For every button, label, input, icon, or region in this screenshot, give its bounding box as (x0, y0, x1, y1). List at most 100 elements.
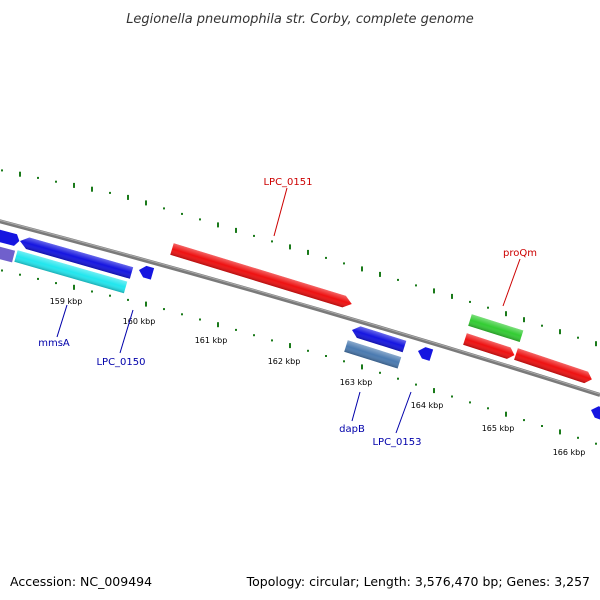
inner-tick-ring (1, 269, 597, 445)
minor-tick-mark (235, 328, 237, 331)
feature-red-gene-proQm-b[interactable] (514, 348, 594, 385)
minor-tick-mark (469, 401, 471, 404)
gene-shade (468, 314, 524, 342)
map-title: Legionella pneumophila str. Corby, compl… (126, 12, 474, 27)
feature-cyan-gene-mmsA[interactable] (14, 250, 128, 294)
minor-tick-mark (523, 419, 525, 422)
gene-shape (0, 227, 20, 246)
minor-tick-mark (595, 442, 597, 445)
minor-tick-mark (541, 425, 543, 427)
gene-shade (352, 326, 407, 353)
minor-tick-mark (415, 383, 417, 386)
major-tick-mark (559, 429, 561, 435)
tick-label-166-kbp: 166 kbp (553, 448, 586, 457)
gene-label-LPC_0150[interactable]: LPC_0150 (96, 357, 145, 368)
gene-shape (0, 244, 16, 263)
minor-tick-mark (1, 169, 3, 172)
major-tick-mark (559, 329, 561, 335)
leader-proQm (502, 258, 521, 307)
minor-tick-mark (325, 256, 327, 259)
gene-label-LPC_0151[interactable]: LPC_0151 (263, 177, 312, 188)
major-tick-mark (145, 301, 147, 307)
gene-shade (463, 333, 515, 359)
major-tick-mark (523, 317, 525, 323)
feature-blue-gene-mmsA[interactable] (18, 235, 134, 279)
gene-shade (514, 348, 592, 384)
minor-tick-mark (577, 436, 579, 439)
gene-label-proQm[interactable]: proQm (503, 248, 537, 259)
gene-label-dapB[interactable]: dapB (339, 424, 365, 435)
tick-label-group: 159 kbp 160 kbp 161 kbp 162 kbp 163 kbp 164 k… (50, 297, 586, 457)
tick-label-163-kbp: 163 kbp (340, 378, 373, 387)
tick-label-165-kbp: 165 kbp (482, 424, 515, 433)
major-tick-mark (505, 411, 507, 417)
gene-shade (14, 250, 128, 294)
feature-steelblue-gene-dapB[interactable] (344, 340, 402, 369)
minor-tick-mark (181, 313, 183, 316)
minor-tick-mark (379, 371, 381, 374)
feature-red-gene-proQm-a[interactable] (463, 333, 516, 360)
major-tick-mark (505, 311, 507, 317)
minor-tick-mark (397, 377, 399, 380)
minor-tick-mark (163, 308, 165, 311)
minor-tick-mark (109, 294, 111, 297)
gene-shape (139, 265, 155, 280)
tick-label-161-kbp: 161 kbp (195, 336, 228, 345)
major-tick-mark (433, 388, 435, 394)
outer-tick-ring (1, 169, 597, 347)
gene-shade (344, 340, 402, 369)
major-tick-mark (19, 171, 21, 177)
leader-LPC_0153 (395, 391, 412, 434)
minor-tick-mark (55, 180, 57, 183)
major-tick-mark (361, 266, 363, 272)
feature-green-gene-proQm[interactable] (468, 314, 524, 342)
minor-tick-mark (37, 277, 39, 280)
topology-summary-text: Topology: circular; Length: 3,576,470 bp… (246, 574, 590, 589)
minor-tick-mark (487, 306, 489, 309)
gene-shade (20, 237, 134, 279)
minor-tick-mark (307, 349, 309, 352)
leader-dapB (351, 391, 361, 422)
feature-blue-gene-LPC_0153[interactable] (416, 345, 434, 361)
major-tick-mark (145, 200, 147, 206)
minor-tick-mark (487, 407, 489, 410)
minor-tick-mark (91, 290, 93, 293)
minor-tick-mark (397, 278, 399, 281)
major-tick-mark (361, 364, 363, 370)
tick-label-159-kbp: 159 kbp (50, 297, 83, 306)
minor-tick-mark (1, 269, 3, 272)
major-tick-mark (289, 244, 291, 250)
minor-tick-mark (325, 355, 327, 357)
leader-LPC_0150 (119, 309, 134, 354)
minor-tick-mark (451, 395, 453, 398)
feature-blue-gene-LPC_0150[interactable] (137, 264, 155, 280)
feature-red-gene-LPC_0151[interactable] (170, 243, 353, 309)
major-tick-mark (217, 322, 219, 328)
minor-tick-mark (415, 284, 417, 287)
minor-tick-mark (163, 207, 165, 210)
minor-tick-mark (271, 339, 273, 342)
minor-tick-mark (19, 273, 21, 276)
minor-tick-mark (199, 218, 201, 221)
feature-blue-gene-dapB[interactable] (350, 324, 407, 353)
feature-blue-gene-right-edge[interactable] (589, 404, 600, 421)
gene-labels: LPC_0151 proQm mmsA LPC_0150 dapB LPC_01… (38, 177, 537, 448)
gene-label-LPC_0153[interactable]: LPC_0153 (372, 437, 421, 448)
feature-blue-gene-left-edge[interactable] (0, 227, 21, 247)
leader-LPC_0151 (273, 187, 288, 237)
minor-tick-mark (199, 318, 201, 321)
minor-tick-mark (253, 234, 255, 237)
minor-tick-mark (127, 298, 129, 301)
major-tick-mark (433, 288, 435, 294)
minor-tick-mark (541, 324, 543, 327)
major-tick-mark (595, 341, 597, 347)
feature-purple-gene-left-edge[interactable] (0, 244, 16, 263)
major-tick-mark (379, 271, 381, 277)
gene-label-mmsA[interactable]: mmsA (38, 338, 70, 349)
minor-tick-mark (271, 240, 273, 243)
major-tick-mark (289, 343, 291, 349)
gene-shade (170, 243, 352, 308)
major-tick-mark (127, 194, 129, 200)
tick-label-164-kbp: 164 kbp (411, 401, 444, 410)
